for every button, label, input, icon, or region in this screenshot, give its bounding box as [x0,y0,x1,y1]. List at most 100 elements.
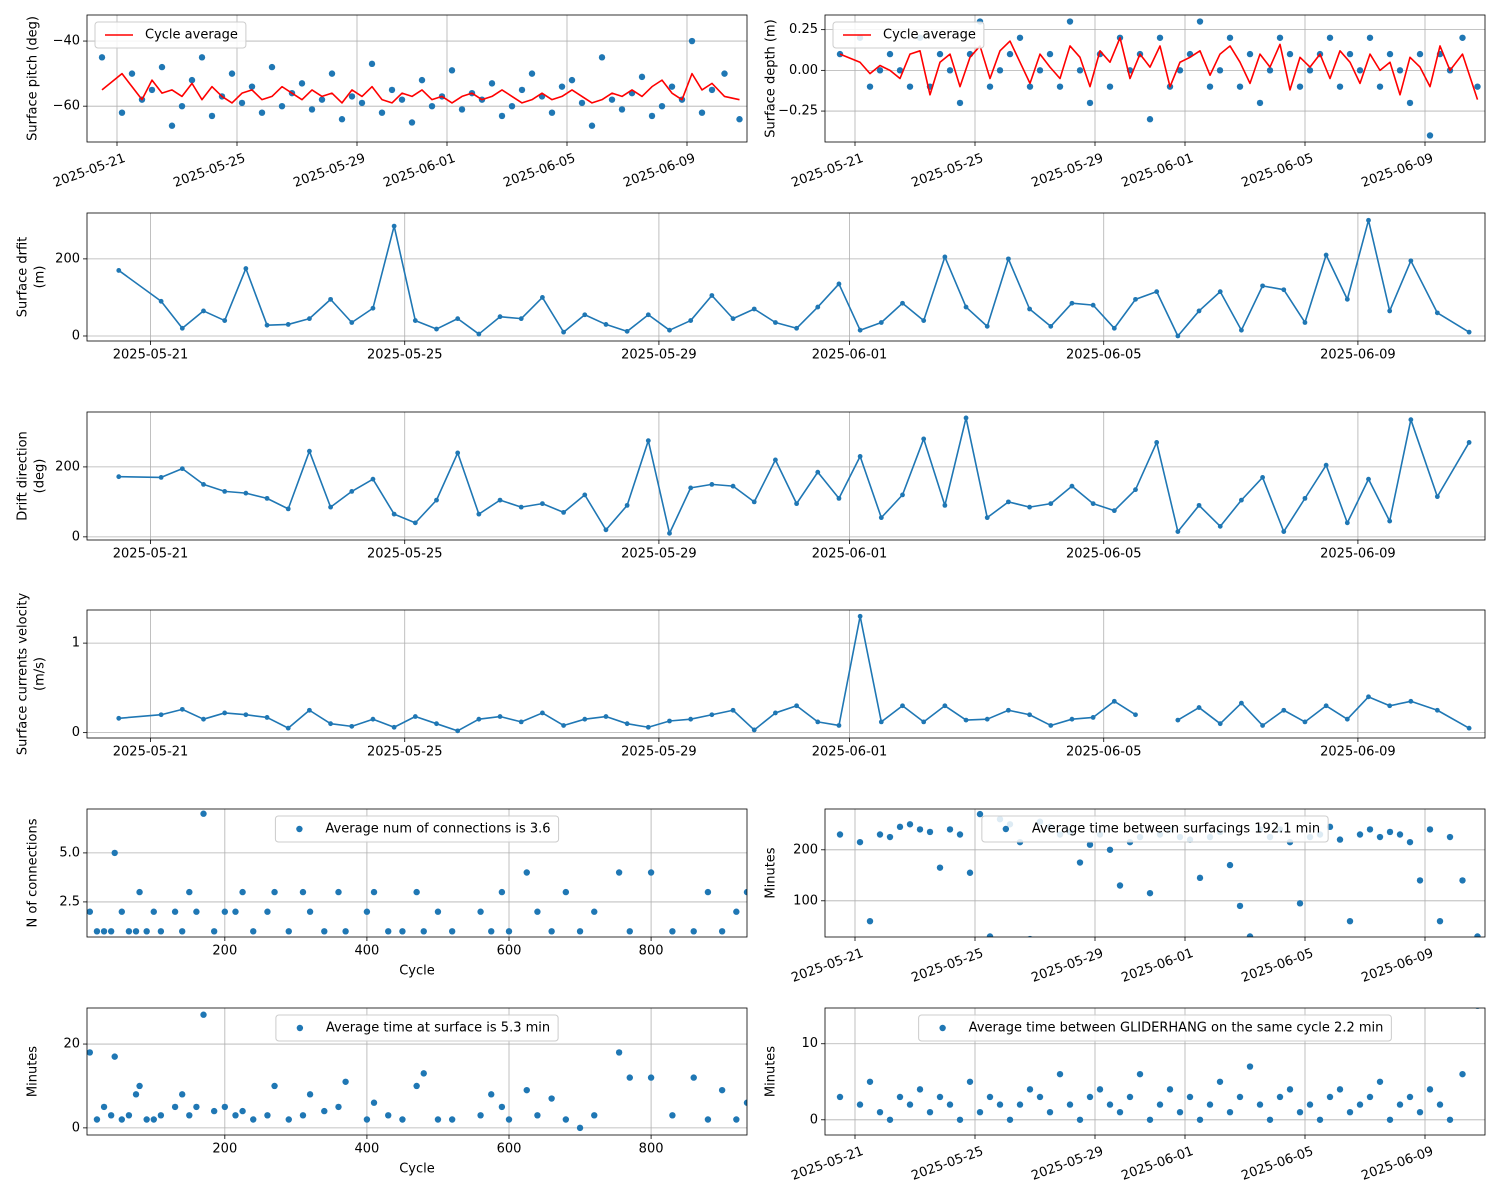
marker [285,506,291,512]
point [591,908,598,915]
marker [412,318,418,323]
x-tick-label: 2025-06-05 [1066,348,1142,363]
point [1066,1101,1074,1108]
y-tick-label: 0 [72,1120,80,1135]
marker [815,719,821,725]
marker [116,474,122,480]
marker [179,706,185,712]
point [1006,50,1014,58]
point [428,102,436,110]
point [1376,833,1384,841]
point [118,109,126,116]
point [1459,1070,1466,1078]
point [193,908,200,915]
y-tick-label: 2.5 [59,894,80,909]
point [866,917,874,925]
point [618,106,626,113]
point [111,1053,118,1060]
marker [1217,721,1223,727]
point [125,928,133,935]
x-tick-label: 2025-06-01 [381,151,457,191]
point [132,1091,140,1098]
point [1106,83,1114,90]
point [239,1107,246,1115]
y-axis-label: (m/s) [33,657,48,691]
y-axis-label: (deg) [33,459,48,494]
point [318,96,326,103]
marker [857,454,863,459]
marker [794,501,799,507]
x-tick-label: 2025-05-21 [789,1144,865,1184]
axes-frame [824,14,1486,143]
legend-label: Average time between GLIDERHANG on the s… [969,1021,1384,1036]
point [348,93,356,100]
point [856,838,864,846]
point [448,928,456,935]
y-axis-label: Surface pitch (deg) [26,16,41,141]
point [1266,67,1274,74]
marker [730,707,736,713]
y-tick-label: 10 [801,1036,818,1051]
marker [1154,440,1160,445]
point [193,1103,200,1111]
point [1166,1086,1174,1093]
marker [794,703,799,709]
point [370,888,378,896]
point [743,888,747,896]
marker [370,305,376,311]
point [704,888,712,896]
point [1046,1108,1054,1116]
point [647,869,655,876]
point [299,888,307,896]
point [1226,861,1234,869]
y-tick-label: −60 [53,99,80,114]
marker [158,298,164,304]
point [608,96,616,103]
marker [1466,725,1472,731]
point [271,888,278,896]
point [591,1112,598,1119]
point [558,83,566,90]
point [87,1049,94,1056]
point [886,833,894,841]
marker [497,497,503,503]
point [178,928,186,935]
point [1236,83,1244,90]
point [956,831,964,838]
marker [1048,723,1054,728]
point [1246,1063,1254,1070]
x-tick-label: 2025-05-29 [621,745,697,760]
point [1126,1093,1134,1101]
marker [921,719,927,725]
point [1346,50,1354,58]
axes-frame [824,1007,1486,1136]
marker [857,327,863,333]
point [1459,877,1466,884]
marker [773,710,778,716]
point [448,67,456,74]
point [1136,1070,1144,1078]
point [363,1116,371,1123]
marker [603,714,609,719]
x-tick-label: 2025-05-29 [621,547,697,562]
point [956,1116,964,1123]
subplot: 2025-05-21 2025-05-25 2025-05-29 2025-06-01… [16,593,1486,760]
point [1026,1086,1034,1093]
marker [540,501,545,507]
point [578,99,586,107]
point [1386,828,1394,836]
x-tick-label: 2025-06-09 [1320,348,1396,363]
marker [434,721,439,727]
point [1346,1108,1354,1116]
axes-frame [86,14,748,143]
point [669,1112,676,1119]
subplot: 2025-05-21 2025-05-25 2025-05-29 2025-06-01… [764,14,1486,191]
point [128,70,136,77]
marker [815,304,821,310]
point [321,1107,328,1115]
point [157,1112,165,1119]
y-axis-label: Surface depth (m) [764,19,779,137]
x-tick-label: 2025-05-25 [909,151,985,191]
point [306,908,314,915]
marker [307,707,312,713]
